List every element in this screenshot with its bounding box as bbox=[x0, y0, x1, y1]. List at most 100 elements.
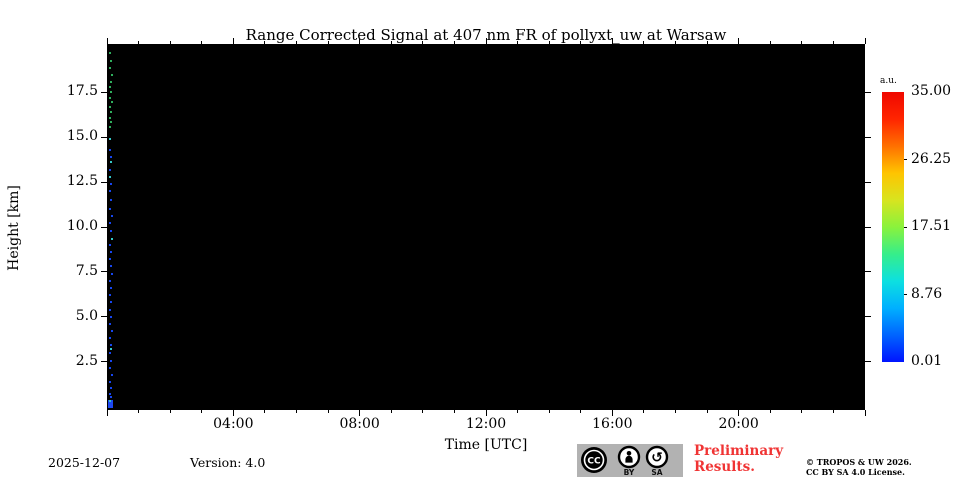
y-tick-label: 10.0 bbox=[66, 218, 98, 234]
signal-speckle bbox=[109, 125, 111, 128]
by-person-icon bbox=[617, 445, 641, 469]
signal-speckle bbox=[109, 51, 111, 54]
x-tick bbox=[264, 41, 266, 44]
y-tick bbox=[865, 181, 871, 183]
x-tick bbox=[517, 41, 519, 44]
x-tick bbox=[864, 410, 866, 416]
x-tick bbox=[864, 38, 866, 44]
colorbar-tick-label: 17.51 bbox=[911, 218, 952, 234]
y-tick bbox=[865, 136, 871, 138]
signal-speckle bbox=[110, 387, 112, 390]
signal-speckle bbox=[110, 80, 112, 83]
x-tick bbox=[390, 41, 392, 44]
x-tick bbox=[611, 410, 613, 416]
colorbar-tick bbox=[904, 226, 907, 228]
plot-area bbox=[107, 44, 865, 410]
x-tick bbox=[169, 41, 171, 44]
signal-speckle bbox=[111, 237, 113, 240]
cc-by-sa-badge: CC BY ↺ SA bbox=[577, 444, 683, 477]
signal-speckle bbox=[109, 96, 111, 99]
x-tick bbox=[169, 410, 171, 413]
x-tick bbox=[138, 410, 140, 413]
x-tick bbox=[769, 41, 771, 44]
y-tick bbox=[101, 91, 107, 93]
near-ground-signal-blob bbox=[108, 400, 113, 408]
x-tick bbox=[327, 41, 329, 44]
x-tick bbox=[201, 410, 203, 413]
signal-speckle bbox=[109, 86, 111, 89]
colorbar-unit-label: a.u. bbox=[880, 76, 897, 86]
y-tick bbox=[101, 181, 107, 183]
chart-title: Range Corrected Signal at 407 nm FR of p… bbox=[245, 26, 727, 44]
signal-speckle bbox=[110, 229, 112, 232]
signal-speckle bbox=[109, 294, 111, 297]
signal-speckle bbox=[110, 359, 112, 362]
signal-speckle bbox=[109, 138, 111, 141]
signal-speckle bbox=[109, 352, 111, 355]
colorbar-tick-label: 0.01 bbox=[911, 353, 943, 369]
x-tick bbox=[832, 410, 834, 413]
y-axis-label: Height [km] bbox=[6, 185, 22, 271]
y-tick bbox=[865, 316, 871, 318]
preliminary-note: Preliminary Results. bbox=[694, 443, 784, 475]
x-tick bbox=[801, 41, 803, 44]
x-tick bbox=[264, 410, 266, 413]
x-tick bbox=[453, 410, 455, 413]
x-tick bbox=[106, 38, 108, 44]
svg-text:CC: CC bbox=[587, 457, 601, 467]
y-tick-label: 12.5 bbox=[66, 173, 98, 190]
x-tick bbox=[832, 41, 834, 44]
x-tick bbox=[675, 41, 676, 44]
x-tick bbox=[611, 38, 613, 44]
colorbar-tick-label: 8.76 bbox=[911, 285, 943, 302]
signal-speckle bbox=[109, 190, 111, 193]
x-tick-label: 20:00 bbox=[718, 416, 759, 432]
signal-speckle bbox=[109, 392, 111, 395]
x-tick bbox=[296, 410, 297, 413]
x-tick bbox=[485, 410, 487, 416]
y-tick bbox=[101, 361, 107, 363]
signal-speckle bbox=[109, 366, 111, 369]
signal-speckle bbox=[110, 91, 112, 94]
x-tick bbox=[359, 38, 361, 44]
y-tick-label: 17.5 bbox=[66, 83, 98, 100]
x-tick bbox=[390, 410, 392, 413]
x-tick-label: 08:00 bbox=[339, 416, 380, 432]
signal-speckle bbox=[109, 116, 111, 119]
signal-speckle bbox=[111, 215, 113, 218]
x-tick bbox=[517, 410, 519, 413]
signal-speckle bbox=[110, 156, 112, 159]
cc-icon: CC bbox=[581, 447, 607, 473]
signal-speckle bbox=[109, 148, 111, 151]
x-tick bbox=[548, 410, 550, 413]
copyright-note: © TROPOS & UW 2026. CC BY SA 4.0 License… bbox=[806, 457, 912, 477]
signal-speckle bbox=[109, 175, 111, 178]
y-tick-label: 5.0 bbox=[75, 307, 98, 324]
signal-speckle bbox=[110, 315, 112, 318]
sa-label: SA bbox=[651, 468, 662, 477]
y-tick-label: 7.5 bbox=[75, 262, 98, 279]
y-tick bbox=[101, 316, 107, 318]
y-tick bbox=[101, 136, 107, 138]
colorbar bbox=[882, 92, 904, 362]
x-tick bbox=[327, 410, 329, 413]
signal-speckle bbox=[110, 161, 112, 164]
y-tick bbox=[865, 226, 871, 228]
x-tick bbox=[738, 38, 740, 44]
signal-speckle bbox=[111, 74, 113, 77]
x-tick-label: 16:00 bbox=[592, 416, 633, 432]
signal-speckle bbox=[110, 265, 112, 268]
signal-speckle bbox=[110, 182, 112, 185]
x-tick bbox=[769, 410, 771, 413]
x-tick bbox=[706, 410, 708, 413]
near-ground-signal-highlight bbox=[109, 400, 111, 403]
signal-speckle bbox=[109, 381, 111, 384]
sa-arrow-icon: ↺ bbox=[645, 445, 669, 469]
copyright-line-1: © TROPOS & UW 2026. bbox=[806, 457, 912, 467]
signal-speckle bbox=[110, 348, 112, 350]
x-tick bbox=[548, 41, 550, 44]
x-tick bbox=[106, 410, 108, 416]
x-tick bbox=[138, 41, 140, 44]
x-tick bbox=[422, 410, 424, 413]
x-tick bbox=[359, 410, 361, 416]
